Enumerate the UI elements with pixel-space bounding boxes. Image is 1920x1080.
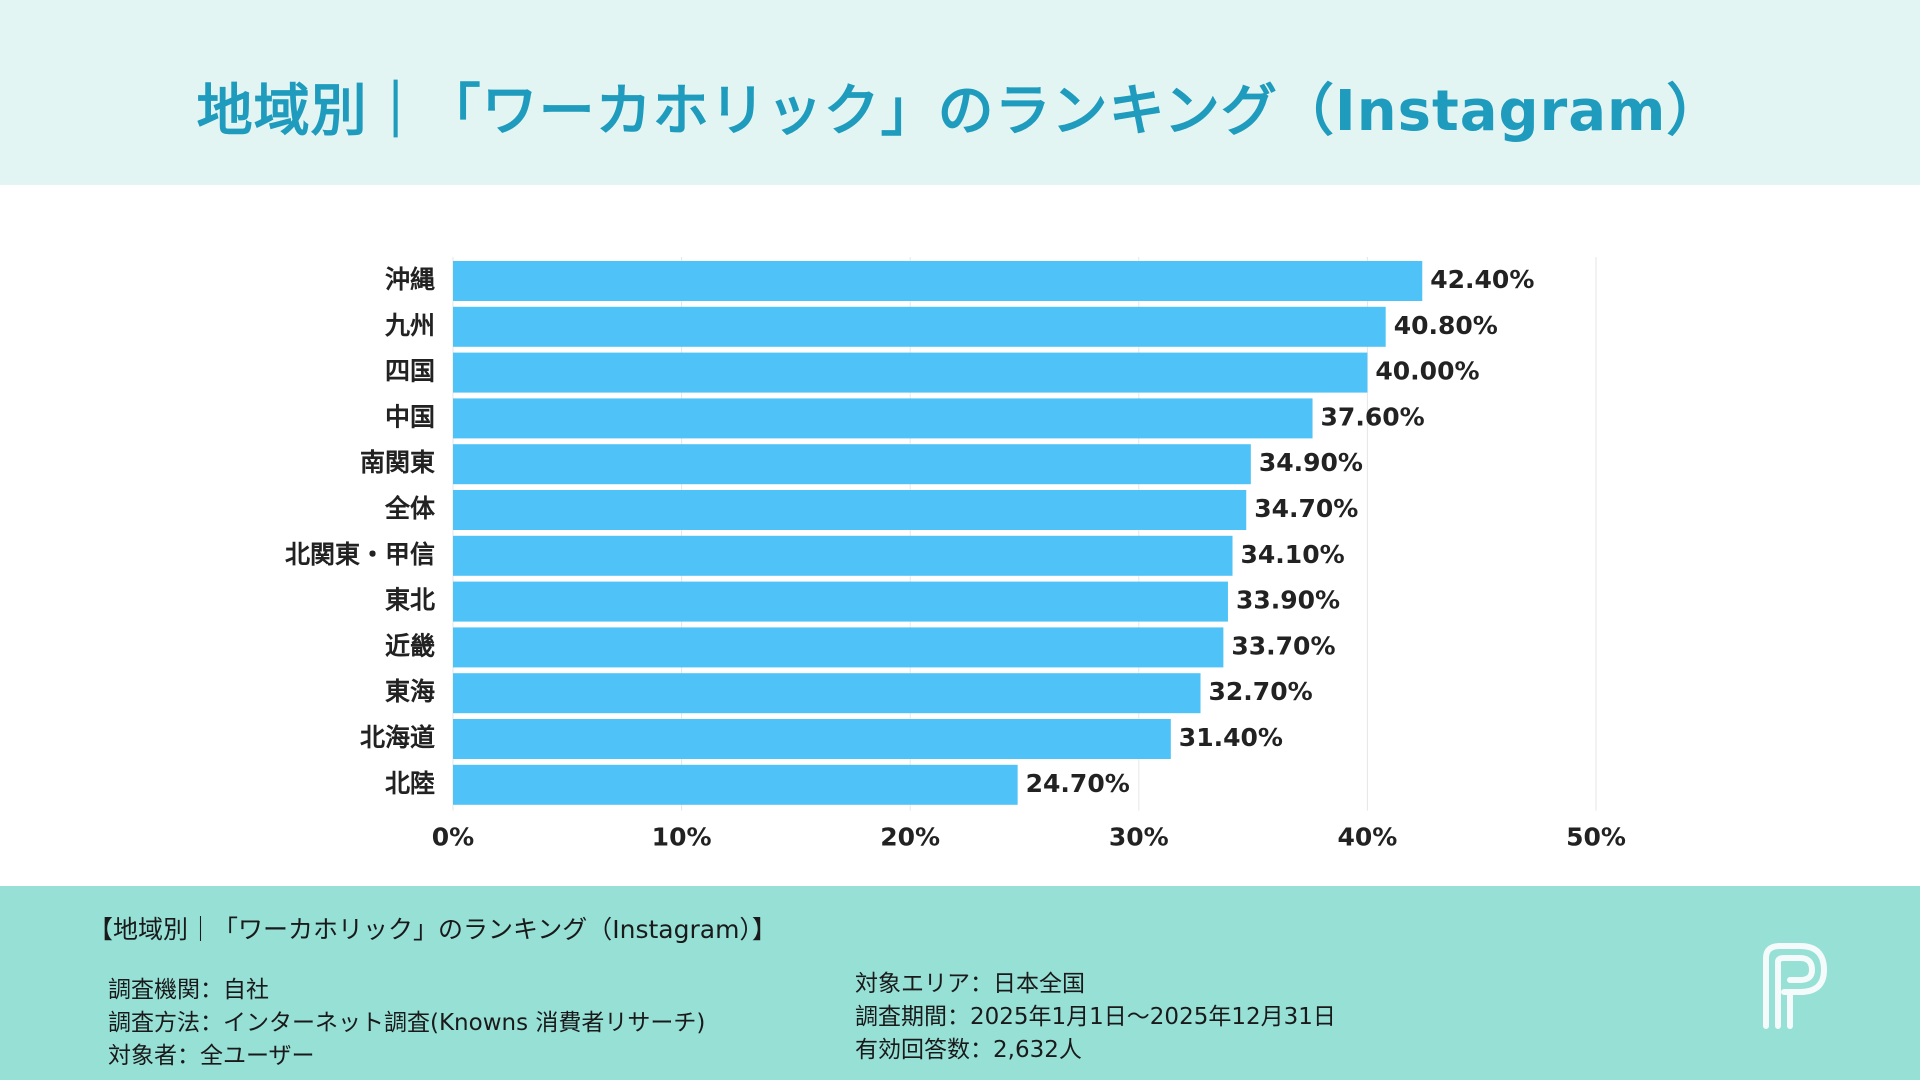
category-label: 東海 [385,677,435,706]
page-title: 地域別｜「ワーカホリック」のランキング（Instagram） [196,79,1724,144]
data-label: 37.60% [1321,402,1425,431]
bar [453,764,1018,805]
bar [453,261,1423,301]
category-label: 沖縄 [385,265,435,294]
data-label: 33.90% [1236,586,1340,615]
footer-band: 【地域別｜「ワーカホリック」のランキング（Instagram）】 調査機関：自社… [0,886,1920,1080]
survey-org: 調査機関：自社 [108,977,269,1003]
data-label: 40.00% [1375,357,1479,386]
data-label: 34.10% [1241,540,1345,569]
footer-title: 【地域別｜「ワーカホリック」のランキング（Instagram）】 [88,915,777,944]
bar [453,444,1251,485]
category-label: 九州 [384,311,435,340]
data-label: 33.70% [1231,631,1335,660]
data-label: 32.70% [1209,677,1313,706]
category-label: 北陸 [385,769,435,798]
bar [453,627,1224,668]
category-label: 北関東・甲信 [285,540,435,569]
bar [453,398,1313,439]
bar [453,581,1228,622]
data-label: 34.70% [1254,494,1358,523]
bar [453,352,1368,393]
data-label: 34.90% [1259,448,1363,477]
data-label: 24.70% [1026,769,1130,798]
data-label: 40.80% [1394,311,1498,340]
x-tick-label: 20% [880,823,940,852]
category-label: 全体 [384,494,436,523]
category-label: 中国 [385,402,435,431]
bar-chart: 沖縄 42.40% 九州 40.80% 四国 40.00% 中国 37.60% 南関東 34.90… [285,257,1626,852]
category-label: 北海道 [360,723,435,752]
survey-target: 対象者：全ユーザー [108,1043,315,1069]
category-label: 近畿 [385,631,435,660]
bar [453,490,1247,530]
survey-method: 調査方法：インターネット調査(Knowns 消費者リサーチ) [108,1010,706,1036]
x-tick-label: 40% [1337,823,1397,852]
survey-responses: 有効回答数：2,632人 [855,1037,1082,1063]
bar [453,306,1386,347]
category-label: 東北 [385,586,435,615]
survey-area: 対象エリア：日本全国 [855,971,1085,997]
bar [453,535,1233,576]
x-tick-label: 10% [652,823,712,852]
header-band: 地域別｜「ワーカホリック」のランキング（Instagram） [0,0,1920,185]
p-logo-icon [1763,943,1828,1029]
bar [453,673,1201,714]
category-label: 南関東 [360,448,435,477]
bar [453,719,1171,759]
x-tick-label: 50% [1566,823,1626,852]
data-label: 31.40% [1179,723,1283,752]
survey-period: 調査期間：2025年1月1日〜2025年12月31日 [855,1004,1336,1030]
category-label: 四国 [385,357,435,386]
data-label: 42.40% [1430,265,1534,294]
x-tick-label: 30% [1109,823,1169,852]
x-tick-label: 0% [432,823,474,852]
